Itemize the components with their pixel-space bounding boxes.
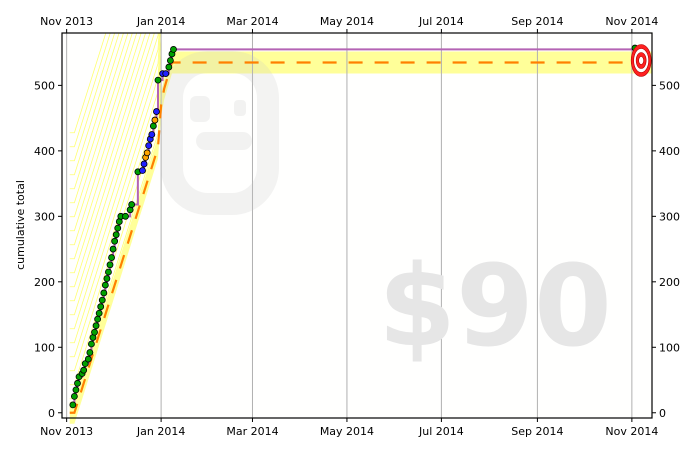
- datapoint: [149, 122, 157, 130]
- x-tick-label-bottom: Nov 2014: [605, 425, 658, 438]
- road-guide-line: [69, 33, 111, 148]
- road-guide-line: [69, 33, 151, 274]
- road-guide-line: [69, 33, 138, 232]
- datapoint: [72, 386, 80, 394]
- y-tick-label-right: 200: [659, 276, 680, 289]
- datapoint: [151, 116, 159, 124]
- datapoint: [70, 392, 78, 400]
- x-tick-label-top: Nov 2014: [605, 15, 658, 28]
- x-tick-label-bottom: Nov 2013: [40, 425, 93, 438]
- datapoint: [69, 401, 77, 409]
- datapoint: [95, 309, 103, 317]
- road-guide-line: [69, 33, 124, 190]
- axes: Nov 2013 Nov 2013 Jan 2014 Jan 2014 Mar 2014…: [34, 15, 680, 438]
- datapoint: [105, 268, 112, 276]
- x-tick-label-bottom: Mar 2014: [226, 425, 278, 438]
- road-guide-line: [69, 48, 162, 358]
- plot-frame: [61, 32, 653, 419]
- datapoint: [88, 340, 95, 348]
- y-tick-label-left: 400: [34, 145, 55, 158]
- road-guide-line: [69, 33, 161, 330]
- datapoint: [106, 261, 114, 269]
- datapoints: [69, 44, 639, 409]
- road-guide-line: [69, 34, 162, 344]
- datapoint: [86, 349, 94, 356]
- datapoint: [112, 231, 120, 239]
- datapoint: [109, 245, 117, 253]
- watermark-layer: $90: [161, 51, 612, 372]
- datapoint: [122, 212, 129, 220]
- road-guide-line: [69, 33, 129, 204]
- x-tick-label-top: May 2014: [320, 15, 374, 28]
- datapoint: [170, 45, 177, 53]
- datapoint: [111, 237, 119, 245]
- goal-target-icon: [630, 44, 652, 77]
- y-tick-label-left: 100: [34, 341, 55, 354]
- datapoint: [84, 355, 92, 363]
- road-guide-line: [69, 33, 107, 134]
- datapoint: [100, 289, 108, 297]
- y-tick-label-left: 300: [34, 210, 55, 223]
- y-tick-label-left: 500: [34, 79, 55, 92]
- x-tick-label-top: Jul 2014: [418, 15, 464, 28]
- y-tick-label-right: 500: [659, 79, 680, 92]
- datapoint: [80, 366, 88, 374]
- x-tick-label-top: Jan 2014: [136, 15, 185, 28]
- road-guide-line: [69, 33, 147, 260]
- y-tick-label-left: 200: [34, 276, 55, 289]
- datapoint: [114, 224, 122, 232]
- target-ring: [638, 56, 644, 65]
- x-tick-label-top: Sep 2014: [511, 15, 563, 28]
- datapoint: [162, 70, 170, 77]
- datapoint: [153, 108, 160, 115]
- road-guide-line: [69, 33, 133, 218]
- datapoint: [74, 379, 81, 387]
- datapoint: [98, 296, 106, 304]
- datapoint: [91, 328, 98, 336]
- gridlines: [66, 33, 633, 418]
- datapoint: [108, 254, 115, 261]
- datapoint: [103, 275, 111, 282]
- datapoint: [154, 76, 162, 84]
- x-tick-label-top: Mar 2014: [226, 15, 278, 28]
- yellow-brick-road: [69, 33, 652, 424]
- datapoint: [97, 303, 105, 311]
- datapoint: [81, 360, 89, 368]
- datapoint: [92, 322, 100, 330]
- y-tick-label-left: 0: [48, 407, 55, 420]
- datapoint: [143, 149, 151, 157]
- y-tick-label-right: 0: [659, 407, 666, 420]
- datapoint: [166, 57, 174, 64]
- x-tick-label-bottom: Jan 2014: [136, 425, 185, 438]
- y-tick-label-right: 300: [659, 210, 680, 223]
- x-tick-label-top: Nov 2013: [40, 15, 93, 28]
- road-guide-line: [69, 33, 160, 316]
- y-axis-label: cumulative total: [14, 180, 27, 270]
- datapoint: [94, 315, 102, 323]
- datapoint: [148, 131, 156, 138]
- datapoint: [139, 167, 146, 174]
- road-guide-line: [69, 33, 116, 162]
- road-guide-line: [69, 33, 155, 288]
- datapoint: [128, 201, 136, 208]
- datapoint: [101, 281, 109, 289]
- road-guide-line: [69, 33, 120, 176]
- y-tick-label-right: 400: [659, 145, 680, 158]
- datapoint: [145, 142, 153, 150]
- x-tick-label-bottom: Jul 2014: [418, 425, 464, 438]
- road-guide-line: [69, 76, 162, 386]
- road-guide-lines: [69, 33, 162, 400]
- x-tick-label-bottom: Sep 2014: [511, 425, 563, 438]
- x-tick-label-bottom: May 2014: [320, 425, 374, 438]
- road-guide-line: [69, 33, 159, 302]
- watermark-amount: $90: [378, 242, 612, 372]
- y-tick-label-right: 100: [659, 341, 680, 354]
- road-guide-line: [69, 33, 142, 246]
- datapoint: [140, 160, 148, 168]
- datapoint: [165, 63, 173, 71]
